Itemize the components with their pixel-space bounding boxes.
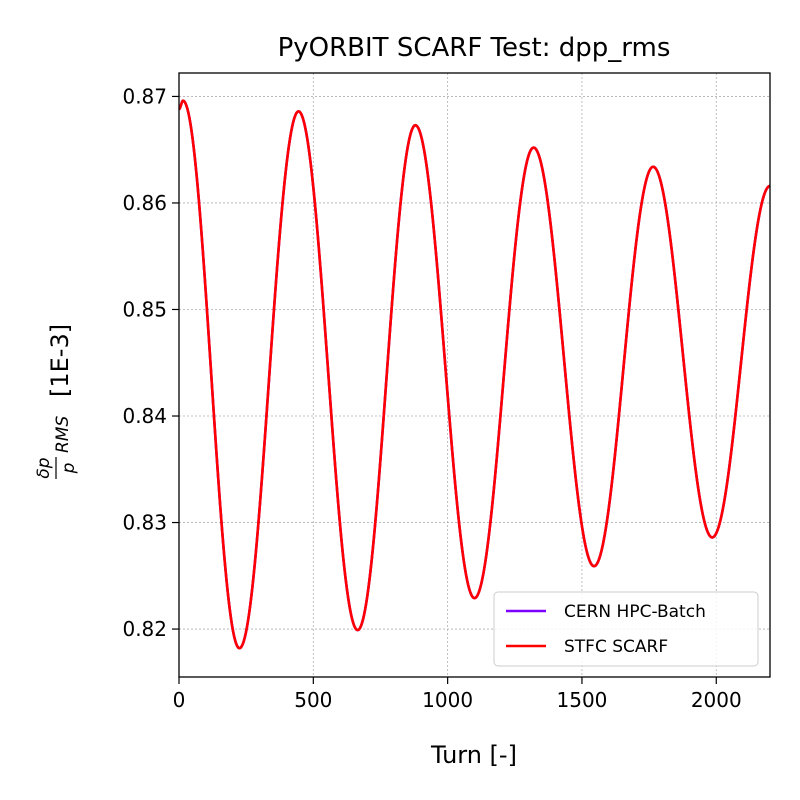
series-line-stfc [178, 99, 771, 650]
legend-label-cern: CERN HPC-Batch [564, 602, 706, 622]
legend-label-stfc: STFC SCARF [564, 637, 668, 657]
x-axis-title: Turn [-] [430, 741, 517, 769]
x-tick-label: 2000 [691, 688, 742, 712]
y-axis-title: δp p RMS [1E-3] [34, 324, 79, 479]
y-tick-label: 0.82 [122, 617, 167, 641]
y-tick-label: 0.86 [122, 191, 167, 215]
y-tick-label: 0.83 [122, 511, 167, 535]
legend: CERN HPC-Batch STFC SCARF [493, 591, 759, 667]
y-axis-title-numerator: δp [34, 457, 54, 478]
x-tick-label: 0 [173, 688, 186, 712]
y-axis-title-denominator: p [59, 462, 79, 474]
y-tick-label: 0.87 [122, 84, 167, 108]
y-axis-title-subscript: RMS [53, 416, 73, 453]
x-tick-label: 1000 [422, 688, 473, 712]
x-tick-label: 1500 [557, 688, 608, 712]
legend-box [493, 591, 759, 667]
series-lines [178, 99, 771, 650]
chart-title: PyORBIT SCARF Test: dpp_rms [278, 33, 671, 63]
x-tick-label: 500 [294, 688, 332, 712]
y-axis-title-unit: [1E-3] [46, 324, 74, 397]
y-tick-label: 0.85 [122, 297, 167, 321]
plot-frame [178, 72, 771, 678]
y-tick-label: 0.84 [122, 404, 167, 428]
axis-ticks: 0 500 1000 1500 2000 0.82 0.83 0.84 0.85 0.86 0.87 [122, 84, 741, 712]
grid-lines [178, 73, 770, 677]
